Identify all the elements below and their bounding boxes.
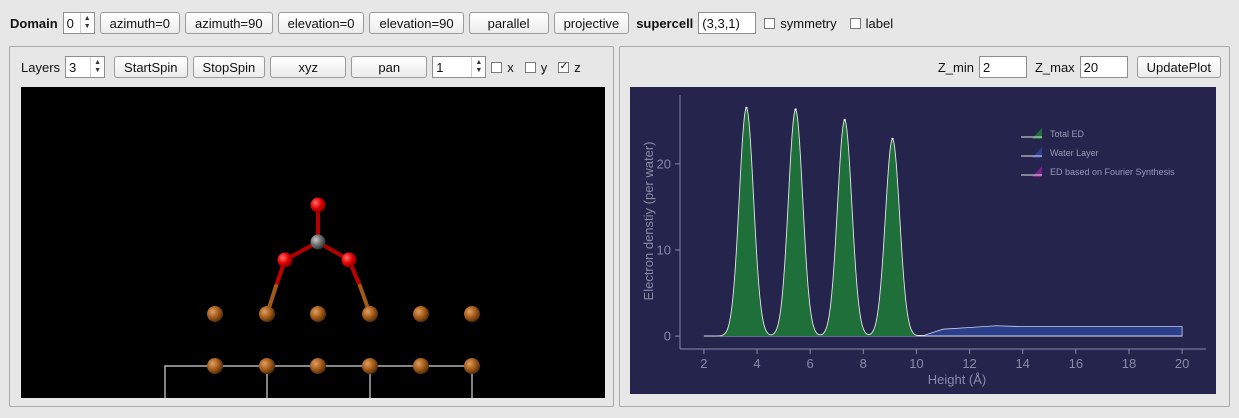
- zmax-input[interactable]: 20: [1079, 56, 1128, 78]
- legend-swatch: [1032, 147, 1042, 158]
- zmin-label: Z_min: [937, 59, 974, 75]
- total-ed-area: [703, 107, 1183, 337]
- domain-label: Domain: [10, 15, 58, 31]
- label-checkbox[interactable]: label: [849, 15, 894, 31]
- layers-value: 3: [69, 59, 77, 75]
- symmetry-label: symmetry: [780, 15, 837, 31]
- elevation-0-button[interactable]: elevation=0: [277, 12, 365, 34]
- azimuth-90-button[interactable]: azimuth=90: [185, 12, 273, 34]
- x-tick-label: 14: [1015, 356, 1029, 371]
- z-axis-checkbox[interactable]: ✓ z: [558, 60, 581, 75]
- x-tick-label: 2: [700, 356, 707, 371]
- total-ed-peak-4: [891, 137, 894, 141]
- elevation-90-button[interactable]: elevation=90: [369, 12, 464, 34]
- legend-swatch: [1032, 128, 1042, 139]
- y-tick-label: 20: [657, 156, 671, 171]
- legend-swatch: [1032, 166, 1042, 177]
- legend-entry: Water Layer: [1050, 148, 1099, 158]
- x-checkbox-box[interactable]: [491, 61, 503, 73]
- x-tick-label: 18: [1122, 356, 1136, 371]
- total-ed-peak-1: [745, 106, 748, 110]
- check-mark-icon: ✓: [559, 61, 568, 72]
- structure-panel: Layers 3 ▲ ▼ StartSpin StopSpin xyz pan 1…: [9, 46, 614, 407]
- y-checkbox-box[interactable]: [524, 61, 536, 73]
- domain-value: 0: [66, 15, 74, 31]
- spin-arrows-icon[interactable]: ▲ ▼: [471, 57, 485, 77]
- top-toolbar: Domain 0 ▲ ▼ azimuth=0 azimuth=90 elevati…: [0, 0, 1239, 46]
- x-tick-label: 16: [1069, 356, 1083, 371]
- symmetry-checkbox[interactable]: symmetry: [764, 15, 837, 31]
- update-plot-button[interactable]: UpdatePlot: [1136, 56, 1221, 78]
- water-layer-area: [703, 325, 1183, 337]
- label-checkbox-box[interactable]: [849, 17, 861, 29]
- pan-button[interactable]: pan: [351, 56, 428, 78]
- xyz-button[interactable]: xyz: [270, 56, 347, 78]
- y-label: y: [540, 59, 548, 75]
- domain-spinbox[interactable]: 0 ▲ ▼: [62, 12, 95, 34]
- x-label: x: [507, 59, 514, 75]
- viewer-toolbar: Layers 3 ▲ ▼ StartSpin StopSpin xyz pan 1…: [10, 47, 613, 87]
- spin-arrows-icon[interactable]: ▲ ▼: [90, 57, 104, 77]
- total-ed-peak-3: [843, 118, 846, 122]
- x-tick-label: 20: [1175, 356, 1189, 371]
- legend-entry: Total ED: [1050, 129, 1085, 139]
- zmin-input[interactable]: 2: [978, 56, 1027, 78]
- label-label: label: [865, 15, 894, 31]
- x-tick-label: 6: [807, 356, 814, 371]
- step-value: 1: [436, 59, 444, 75]
- supercell-input[interactable]: (3,3,1): [698, 12, 757, 34]
- parallel-button[interactable]: parallel: [468, 12, 549, 34]
- metal-atoms: [207, 306, 480, 374]
- zmax-label: Z_max: [1034, 59, 1075, 75]
- z-label: z: [574, 59, 581, 75]
- x-tick-label: 8: [860, 356, 867, 371]
- electron-density-chart: 2 4 6 8 10 12 14 16 18 20 0 10 20 Total ED Water Laye…: [641, 95, 1206, 387]
- layers-spinbox[interactable]: 3 ▲ ▼: [65, 56, 106, 78]
- spin-arrows-icon[interactable]: ▲ ▼: [79, 13, 94, 33]
- structure-viewer-canvas[interactable]: [21, 87, 605, 398]
- layers-label: Layers: [21, 59, 61, 75]
- molecule-atoms: [277, 197, 357, 268]
- z-checkbox-box[interactable]: ✓: [558, 61, 570, 73]
- y-axis-checkbox[interactable]: y: [524, 59, 548, 75]
- step-spinbox[interactable]: 1 ▲ ▼: [432, 56, 487, 78]
- azimuth-0-button[interactable]: azimuth=0: [99, 12, 181, 34]
- legend-entry: ED based on Fourier Synthesis: [1050, 167, 1175, 177]
- x-tick-label: 10: [909, 356, 923, 371]
- electron-density-plot[interactable]: 2 4 6 8 10 12 14 16 18 20 0 10 20 Total ED Water Laye…: [630, 87, 1216, 394]
- supercell-label: supercell: [636, 15, 694, 31]
- y-tick-label: 0: [664, 329, 671, 344]
- x-axis-checkbox[interactable]: x: [491, 60, 514, 75]
- x-tick-label: 12: [962, 356, 976, 371]
- y-tick-label: 10: [657, 242, 671, 257]
- projective-button[interactable]: projective: [553, 12, 630, 34]
- plot-toolbar: Z_min 2 Z_max 20 UpdatePlot: [620, 47, 1229, 87]
- status-strip: [0, 410, 1239, 418]
- y-axis-label: Electron denstiy (per water): [641, 142, 656, 301]
- total-ed-peak-2: [794, 108, 797, 111]
- start-spin-button[interactable]: StartSpin: [114, 56, 188, 78]
- x-axis-label: Height (Å): [928, 372, 987, 387]
- plot-panel: Z_min 2 Z_max 20 UpdatePlot 2 4 6 8 10 12 14 16…: [619, 46, 1230, 407]
- total-ed-line: [703, 107, 1183, 337]
- x-tick-label: 4: [753, 356, 760, 371]
- stop-spin-button[interactable]: StopSpin: [192, 56, 266, 78]
- symmetry-checkbox-box[interactable]: [764, 17, 776, 29]
- structure-svg[interactable]: [21, 87, 605, 398]
